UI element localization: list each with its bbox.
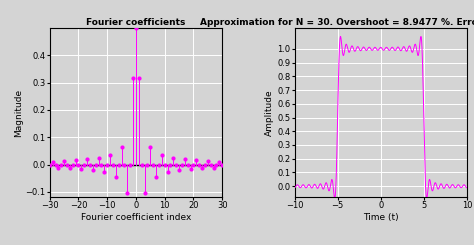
Y-axis label: Magnitude: Magnitude xyxy=(14,89,23,137)
X-axis label: Time (t): Time (t) xyxy=(363,213,399,222)
Title: Approximation for N = 30. Overshoot = 8.9477 %. Error energy: 3.3962: Approximation for N = 30. Overshoot = 8.… xyxy=(200,18,474,27)
Y-axis label: Amplitude: Amplitude xyxy=(265,89,274,136)
X-axis label: Fourier coefficient index: Fourier coefficient index xyxy=(81,213,191,222)
Title: Fourier coefficients: Fourier coefficients xyxy=(86,18,186,27)
